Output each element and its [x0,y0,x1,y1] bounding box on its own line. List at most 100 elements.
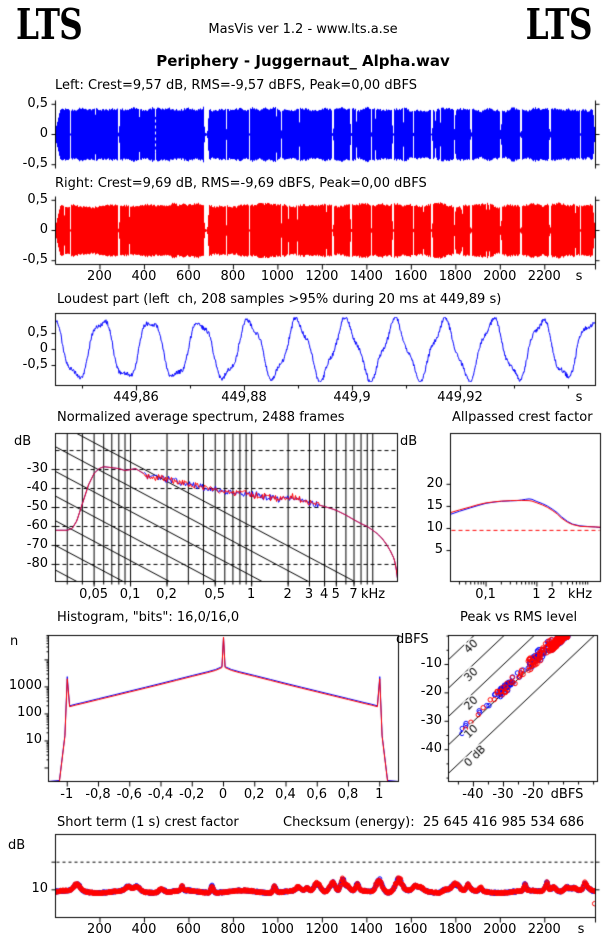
logo-lts-right: LTS [525,0,593,49]
short-term-title: Short term (1 s) crest factor [57,815,239,830]
spectrum-chart: -30 -40 -50 -60 -70 -80 0,05 0,1 0,2 0,5 1 2 3 4 5 7 kHz [27,430,407,602]
tick-label: 4 [319,587,329,602]
axis-unit-label: kHz [360,587,386,602]
tick-label: 2000 [483,269,517,284]
loudest-part-chart: 0,5 0 -0,5 449,86 449,88 449,9 449,92 s [23,310,605,405]
tick-label: -1 [60,787,74,802]
tick-label: 2200 [527,269,561,284]
tick-label: 800 [220,269,246,284]
right-waveform-canvas [46,193,605,274]
tick-label: 20 [426,475,443,491]
right-waveform-chart: 0,5 0 -0,5 200 400 600 800 1000 1200 1400 1600 1800… [23,192,605,284]
tick-label: 0,2 [243,787,265,802]
tick-label: 600 [176,922,201,937]
checksum-label: Checksum (energy): 25 645 416 985 534 68… [283,815,585,830]
tick-label: 0 [39,340,48,356]
axis-unit-label: dBFS [550,787,584,802]
axis-unit-label: kHz [567,587,593,602]
peak-rms-title: Peak vs RMS level [460,610,578,625]
tick-label: -10 [420,655,442,671]
spectrum-title: Normalized average spectrum, 2488 frames [57,410,345,425]
tick-label: -50 [26,498,48,514]
tick-label: 0,4 [275,787,296,802]
tick-label: -20 [420,684,442,700]
left-channel-stats: Left: Crest=9,57 dB, RMS=-9,57 dBFS, Pea… [55,78,417,93]
tick-label: 449,9 [333,390,371,405]
histogram-chart: 10 100 1000 -1 -0,8 -0,6 -0,4 -0,2 0 0,2 0,4 0,6 0,8… [9,632,408,802]
tick-label: 1 [247,587,256,602]
tick-label: -40 [26,479,48,495]
tick-label: 0,8 [337,787,359,802]
tick-label: 2 [547,587,556,602]
tick-label: -0,4 [147,787,174,802]
tick-label: 1000 [8,678,42,694]
tick-label: -60 [26,517,48,533]
tick-label: 1000 [260,922,294,937]
allpassed-crest-chart: 5 10 15 20 0,1 1 2 kHz [426,430,606,602]
tick-label: 0 [218,787,228,802]
tick-label: -40 [420,741,442,757]
short-term-y-unit: dB [8,838,26,853]
tick-label: -40 [462,787,484,802]
tick-label: -70 [26,536,48,552]
left-waveform-canvas [46,97,605,178]
logo-lts-left: LTS [16,0,83,49]
tick-label: 0,5 [27,95,48,111]
tick-label: -80 [26,555,48,571]
tick-label: 5 [331,587,340,602]
tick-label: 449,86 [113,390,159,405]
tick-label: 449,92 [437,390,483,405]
tick-label: -30 [26,460,48,476]
tick-label: 0,1 [475,587,496,602]
tick-label: -20 [522,787,544,802]
tick-label: 1 [532,587,541,602]
tick-label: 0 [39,125,48,141]
tick-label: 10 [426,519,443,535]
tick-label: 2 [283,587,292,602]
left-waveform-chart: 0,5 0 -0,5 [23,96,605,178]
tick-label: 800 [220,922,246,937]
short-term-crest-chart: 10 200 400 600 800 1000 1200 1400 1600 1800 2000 22… [31,831,605,937]
tick-label: 600 [176,269,201,284]
tick-label: -0,5 [22,252,48,268]
tick-label: 449,88 [221,390,267,405]
tick-label: 10 [31,881,48,897]
loudest-part-label: Loudest part (left ch, 208 samples >95% … [57,292,502,307]
app-version-line: MasVis ver 1.2 - www.lts.a.se [208,22,398,37]
tick-label: 3 [304,587,314,602]
loudest-part-canvas [46,310,605,395]
tick-label: 7 [349,587,358,602]
allpassed-crest-canvas [441,430,606,591]
tick-label: 1400 [349,922,383,937]
tick-label: 1400 [349,269,383,284]
tick-label: 1800 [438,269,472,284]
spectrum-canvas [46,430,407,591]
tick-label: 0 [39,221,48,237]
tick-label: 1600 [394,922,428,937]
tick-label: 400 [131,269,157,284]
tick-label: 2200 [527,922,561,937]
tick-label: -30 [492,787,514,802]
tick-label: 10 [25,732,42,748]
tick-label: 1000 [260,269,294,284]
file-title: Periphery - Juggernaut_ Alpha.wav [156,52,450,70]
tick-label: 1800 [438,922,472,937]
allpassed-title: Allpassed crest factor [452,410,593,425]
axis-unit-label: s [577,922,585,937]
tick-label: 0,5 [27,324,48,340]
tick-label: 5 [434,541,443,557]
tick-label: 200 [87,269,112,284]
tick-label: -0,6 [116,787,142,802]
histogram-title: Histogram, "bits": 16,0/16,0 [57,610,240,625]
tick-label: -0,2 [179,787,205,802]
tick-label: 0,05 [79,587,109,602]
axis-unit-label: s [575,390,583,405]
tick-label: 15 [426,497,443,513]
tick-label: 200 [87,922,112,937]
tick-label: -0,5 [22,156,48,172]
histogram-canvas [39,632,408,791]
tick-label: -30 [420,712,442,728]
tick-label: 100 [17,705,42,721]
tick-label: 400 [131,922,157,937]
tick-label: 0,2 [156,587,177,602]
